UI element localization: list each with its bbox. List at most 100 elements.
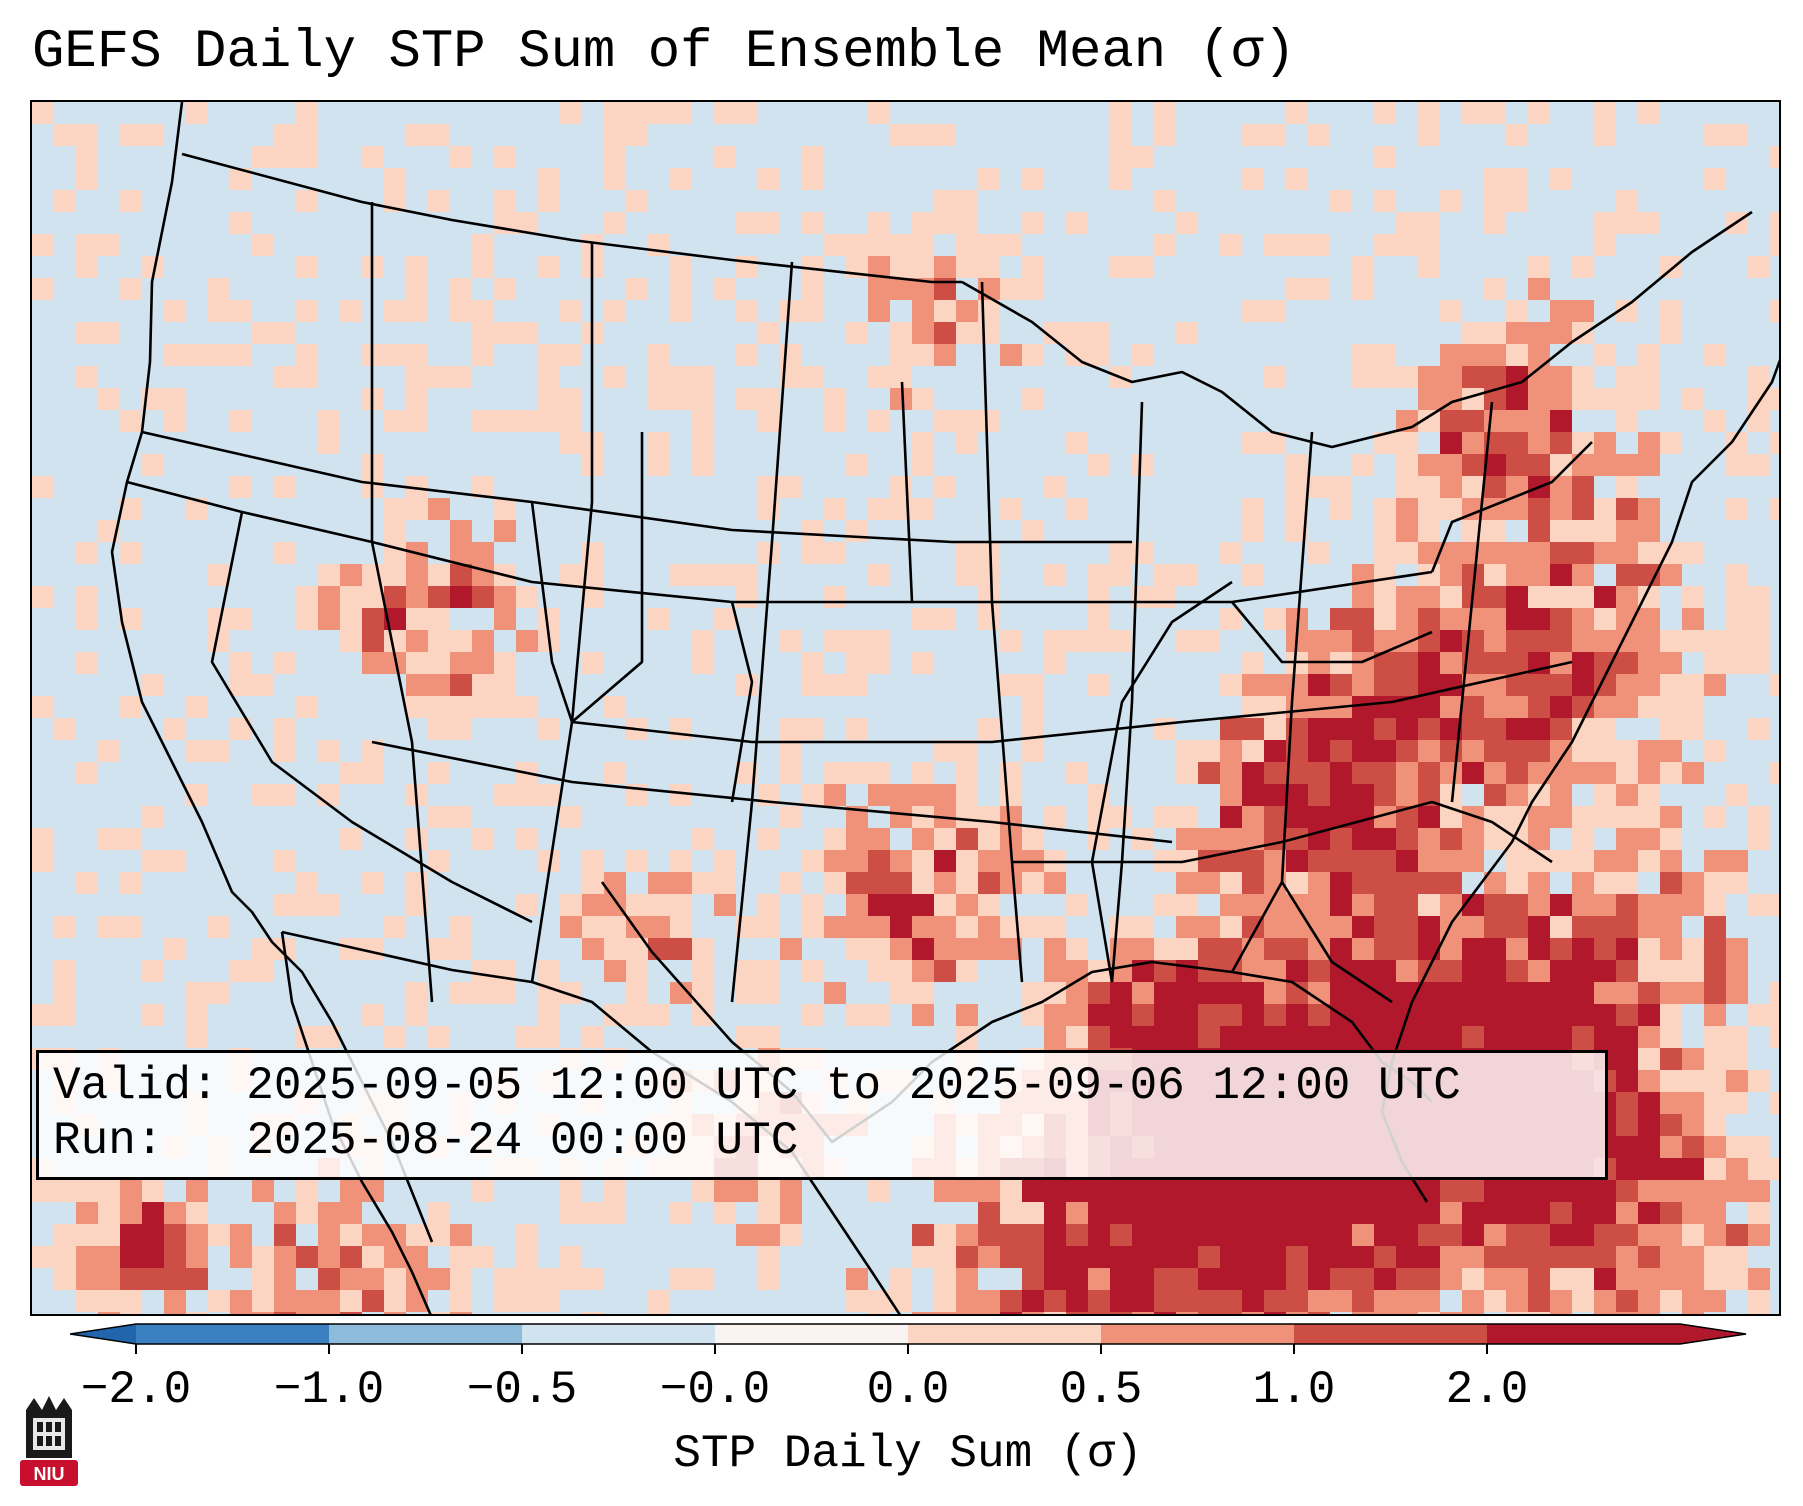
stp-cell xyxy=(956,850,978,872)
stp-cell xyxy=(1022,1290,1044,1312)
stp-cell xyxy=(142,850,164,872)
stp-cell xyxy=(1220,1180,1242,1202)
stp-cell xyxy=(890,344,912,366)
stp-cell xyxy=(1022,674,1044,696)
stp-cell xyxy=(868,102,890,124)
valid-time-text: Valid: 2025-09-05 12:00 UTC to 2025-09-0… xyxy=(53,1060,1461,1112)
stp-cell xyxy=(1066,630,1088,652)
stp-cell xyxy=(956,1312,978,1314)
stp-cell xyxy=(1440,960,1462,982)
stp-cell xyxy=(142,454,164,476)
stp-cell xyxy=(1264,1202,1286,1224)
state-line xyxy=(1110,401,1144,983)
stp-cell xyxy=(1550,1312,1572,1314)
stp-cell xyxy=(1528,586,1550,608)
stp-cell xyxy=(98,1312,120,1314)
stp-cell xyxy=(1154,938,1176,960)
stp-cell xyxy=(1132,1224,1154,1246)
stp-cell xyxy=(230,960,252,982)
stp-cell xyxy=(934,410,956,432)
stp-cell xyxy=(1440,828,1462,850)
stp-cell xyxy=(1506,674,1528,696)
stp-cell xyxy=(1198,1180,1220,1202)
stp-cell xyxy=(340,1224,362,1246)
stp-cell xyxy=(120,872,142,894)
stp-cell xyxy=(890,322,912,344)
stp-cell xyxy=(934,278,956,300)
stp-cell xyxy=(780,762,802,784)
state-line xyxy=(1430,441,1593,573)
stp-cell xyxy=(1374,828,1396,850)
stp-cell xyxy=(428,1202,450,1224)
stp-cell xyxy=(1440,696,1462,718)
stp-cell xyxy=(1638,630,1660,652)
stp-cell xyxy=(1264,124,1286,146)
stp-cell xyxy=(1550,718,1572,740)
stp-cell xyxy=(274,1268,296,1290)
stp-cell xyxy=(890,872,912,894)
stp-cell xyxy=(1352,1004,1374,1026)
stp-cell xyxy=(978,410,1000,432)
stp-cell xyxy=(450,806,472,828)
stp-cell xyxy=(1660,894,1682,916)
stp-cell xyxy=(208,564,230,586)
stp-cell xyxy=(1418,476,1440,498)
stp-cell xyxy=(472,542,494,564)
stp-cell xyxy=(1638,102,1660,124)
stp-cell xyxy=(1528,982,1550,1004)
colorbar-segment xyxy=(1294,1324,1488,1344)
stp-cell xyxy=(1484,872,1506,894)
stp-cell xyxy=(1132,916,1154,938)
stp-cell xyxy=(1176,916,1198,938)
stp-cell xyxy=(1418,916,1440,938)
stp-cell xyxy=(912,344,934,366)
stp-cell xyxy=(1418,1202,1440,1224)
stp-cell xyxy=(1264,872,1286,894)
stp-cell xyxy=(1572,916,1594,938)
stp-cell xyxy=(1462,1312,1484,1314)
stp-cell xyxy=(538,1004,560,1026)
stp-cell xyxy=(604,696,626,718)
stp-cell xyxy=(1528,344,1550,366)
stp-cell xyxy=(912,212,934,234)
stp-cell xyxy=(1462,1246,1484,1268)
stp-cell xyxy=(1374,1026,1396,1048)
stp-cell xyxy=(1022,1004,1044,1026)
stp-cell xyxy=(1616,476,1638,498)
stp-cell xyxy=(1066,1312,1088,1314)
stp-cell xyxy=(890,388,912,410)
stp-cell xyxy=(1286,938,1308,960)
stp-cell xyxy=(516,1026,538,1048)
stp-cell xyxy=(978,872,1000,894)
stp-cell xyxy=(406,564,428,586)
stp-cell xyxy=(494,190,516,212)
stp-cell xyxy=(1462,344,1484,366)
stp-cell xyxy=(890,850,912,872)
stp-cell xyxy=(736,674,758,696)
stp-cell xyxy=(1330,916,1352,938)
stp-cell xyxy=(1088,630,1110,652)
stp-cell xyxy=(1374,696,1396,718)
stp-cell xyxy=(1440,674,1462,696)
stp-cell xyxy=(1176,1290,1198,1312)
stp-cell xyxy=(978,608,1000,630)
stp-cell xyxy=(1242,1224,1264,1246)
stp-cell xyxy=(1484,960,1506,982)
stp-cell xyxy=(318,1268,340,1290)
stp-cell xyxy=(648,344,670,366)
stp-cell xyxy=(1440,916,1462,938)
stp-cell xyxy=(1638,850,1660,872)
stp-cell xyxy=(1572,652,1594,674)
stp-cell xyxy=(1352,278,1374,300)
stp-cell xyxy=(340,762,362,784)
stp-cell xyxy=(98,1224,120,1246)
stp-cell xyxy=(252,674,274,696)
stp-cell xyxy=(208,278,230,300)
stp-cell xyxy=(1352,982,1374,1004)
stp-cell xyxy=(1396,696,1418,718)
stp-cell xyxy=(1726,586,1748,608)
stp-cell xyxy=(1242,916,1264,938)
stp-cell xyxy=(1462,1290,1484,1312)
stp-cell xyxy=(1286,1202,1308,1224)
stp-cell xyxy=(98,1180,120,1202)
